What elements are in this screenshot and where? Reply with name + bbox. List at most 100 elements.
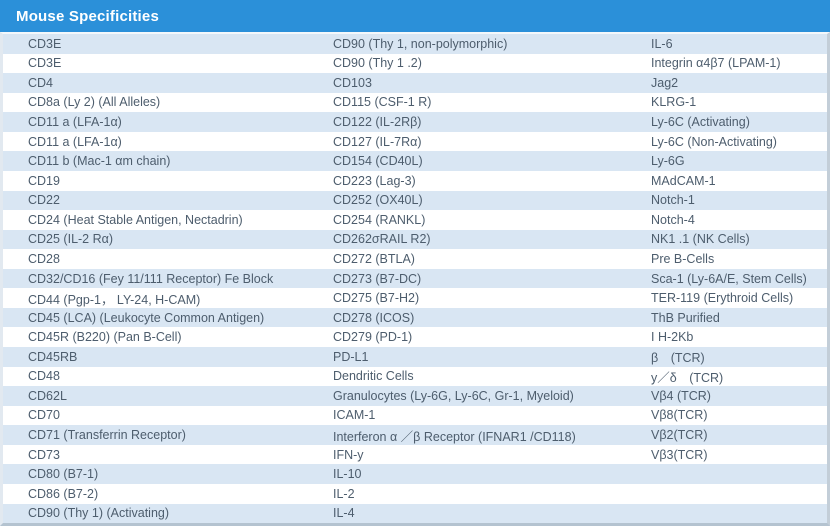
specificities-table: CD3E CD90 (Thy 1, non-polymorphic) IL-6 CD3… (0, 32, 830, 526)
cell-col1: CD19 (28, 173, 60, 188)
cell-col1: CD11 a (LFA-1α) (28, 115, 122, 130)
table-row: CD8a (Ly 2) (All Alleles) CD115 (CSF-1 R)… (3, 92, 827, 113)
cell-col2: CD272 (BTLA) (333, 251, 415, 266)
cell-col1: CD8a (Ly 2) (All Alleles) (28, 95, 161, 110)
cell-col3: Pre B-Cells (651, 251, 715, 266)
table-row: CD32/CD16 (Fey 11/111 Receptor) Fe Block… (3, 268, 827, 289)
table-row: CD73 IFN-y Vβ3(TCR) (3, 444, 827, 465)
cell-col3: Ly-6G (651, 154, 685, 169)
table-row: CD3E CD90 (Thy 1 .2) Integrin α4β7 (LPAM-1… (3, 53, 827, 74)
cell-col2: IL-10 (333, 467, 362, 482)
cell-col2: ICAM-1 (333, 408, 376, 423)
cell-col3 (623, 464, 827, 484)
table-row: CD11 a (LFA-1α) CD122 (IL-2Rβ) Ly-6C (Acti… (3, 112, 827, 132)
table-row: CD11 b (Mac-1 αm chain) CD154 (CD40L) Ly-6… (3, 151, 827, 171)
cell-col2: CD278 (ICOS) (333, 310, 415, 325)
cell-col2: Interferon α ／β Receptor (IFNAR1 /CD118) (333, 429, 576, 444)
cell-col1: CD24 (Heat Stable Antigen, Nectadrin) (28, 212, 243, 227)
cell-col2: CD223 (Lag-3) (333, 173, 416, 188)
table-row: CD70 ICAM-1 Vβ8(TCR) (3, 405, 827, 426)
cell-col2: CD254 (RANKL) (333, 212, 426, 227)
cell-col1: CD62L (28, 388, 67, 403)
page-title: Mouse Specificities (16, 7, 160, 25)
cell-col3: y／δ (TCR) (651, 370, 724, 385)
cell-col2: Dendritic Cells (333, 369, 414, 384)
cell-col3: IL-6 (651, 36, 673, 51)
cell-col1: CD11 a (LFA-1α) (28, 134, 122, 149)
table-row: CD86 (B7-2) IL-2 (3, 483, 827, 504)
cell-col2: CD90 (Thy 1, non-polymorphic) (333, 36, 508, 51)
cell-col3: Jag2 (651, 75, 679, 90)
table-row: CD4 CD103 Jag2 (3, 73, 827, 93)
cell-col3: Notch-1 (651, 193, 695, 208)
cell-col2: CD273 (B7-DC) (333, 271, 422, 286)
cell-col1: CD4 (28, 75, 54, 90)
cell-col1: CD73 (28, 447, 60, 462)
table-row: CD62L Granulocytes (Ly-6G, Ly-6C, Gr-1, M… (3, 386, 827, 406)
cell-col3: Vβ4 (TCR) (651, 388, 711, 403)
table-header-bar: Mouse Specificities (0, 0, 830, 32)
cell-col3: I H-2Kb (651, 330, 694, 345)
cell-col2: CD90 (Thy 1 .2) (333, 56, 422, 71)
cell-col1: CD22 (28, 193, 60, 208)
table-row: CD22 CD252 (OX40L) Notch-1 (3, 190, 827, 211)
cell-col2: IFN-y (333, 447, 364, 462)
cell-col1: CD11 b (Mac-1 αm chain) (28, 154, 171, 169)
cell-col3: β (TCR) (651, 351, 705, 366)
cell-col1: CD71 (Transferrin Receptor) (28, 428, 186, 443)
cell-col1: CD32/CD16 (Fey 11/111 Receptor) Fe Block (28, 271, 274, 286)
cell-col1: CD25 (IL-2 Rα) (28, 232, 114, 247)
table-row: CD80 (B7-1) IL-10 (3, 464, 827, 484)
cell-col3: Vβ2(TCR) (651, 428, 708, 443)
cell-col1: CD86 (B7-2) (28, 486, 99, 501)
table-row: CD45RB PD-L1 β (TCR) (3, 347, 827, 367)
cell-col1: CD45 (LCA) (Leukocyte Common Antigen) (28, 310, 265, 325)
cell-col2: CD115 (CSF-1 R) (333, 95, 432, 110)
cell-col2: CD252 (OX40L) (333, 193, 423, 208)
cell-col2: CD279 (PD-1) (333, 330, 413, 345)
cell-col2: CD275 (B7-H2) (333, 291, 420, 306)
table-row: CD44 (Pgp-1， LY-24, H-CAM) CD275 (B7-H2) T… (3, 288, 827, 308)
cell-col1: CD45RB (28, 349, 78, 364)
cell-col1: CD80 (B7-1) (28, 467, 99, 482)
cell-col3: ThB Purified (651, 310, 720, 325)
cell-col1: CD45R (B220) (Pan B-Cell) (28, 330, 182, 345)
cell-col3: MAdCAM-1 (651, 173, 716, 188)
cell-col1: CD28 (28, 251, 60, 266)
table-row: CD48 Dendritic Cells y／δ (TCR) (3, 366, 827, 387)
cell-col3: Ly-6C (Non-Activating) (651, 134, 777, 149)
table-row: CD71 (Transferrin Receptor) Interferon α … (3, 425, 827, 445)
cell-col1: CD90 (Thy 1) (Activating) (28, 506, 170, 521)
table-row: CD11 a (LFA-1α) CD127 (IL-7Rα) Ly-6C (Non-… (3, 131, 827, 152)
cell-col2: IL-2 (333, 486, 355, 501)
table-row: CD3E CD90 (Thy 1, non-polymorphic) IL-6 (3, 34, 827, 54)
cell-col2: CD103 (333, 75, 372, 90)
cell-col3: Notch-4 (651, 212, 695, 227)
cell-col3: Vβ8(TCR) (651, 408, 708, 423)
table-row: CD25 (IL-2 Rα) CD262σRAIL R2) NK1 .1 (NK C… (3, 229, 827, 250)
table-row: CD28 CD272 (BTLA) Pre B-Cells (3, 249, 827, 269)
cell-col1: CD3E (28, 56, 62, 71)
cell-col3: Ly-6C (Activating) (651, 115, 750, 130)
cell-col3: KLRG-1 (651, 95, 697, 110)
cell-col3: NK1 .1 (NK Cells) (651, 232, 750, 247)
cell-col2: CD122 (IL-2Rβ) (333, 115, 422, 130)
table-row: CD90 (Thy 1) (Activating) IL-4 (3, 503, 827, 524)
cell-col3 (623, 484, 827, 504)
table-row: CD45 (LCA) (Leukocyte Common Antigen) CD2… (3, 307, 827, 328)
cell-col3: Vβ3(TCR) (651, 447, 708, 462)
cell-col2: Granulocytes (Ly-6G, Ly-6C, Gr-1, Myeloi… (333, 388, 574, 403)
cell-col1: CD48 (28, 369, 60, 384)
table-row: CD45R (B220) (Pan B-Cell) CD279 (PD-1) I H… (3, 327, 827, 347)
cell-col3: TER-119 (Erythroid Cells) (651, 291, 794, 306)
cell-col3 (623, 504, 827, 524)
cell-col2: CD262σRAIL R2) (333, 232, 431, 247)
cell-col1: CD70 (28, 408, 60, 423)
cell-col2: PD-L1 (333, 349, 369, 364)
cell-col1: CD3E (28, 36, 62, 51)
cell-col2: IL-4 (333, 506, 355, 521)
cell-col1: CD44 (Pgp-1， LY-24, H-CAM) (28, 292, 201, 307)
table-row: CD24 (Heat Stable Antigen, Nectadrin) CD2… (3, 210, 827, 230)
cell-col3: Sca-1 (Ly-6A/E, Stem Cells) (651, 271, 807, 286)
